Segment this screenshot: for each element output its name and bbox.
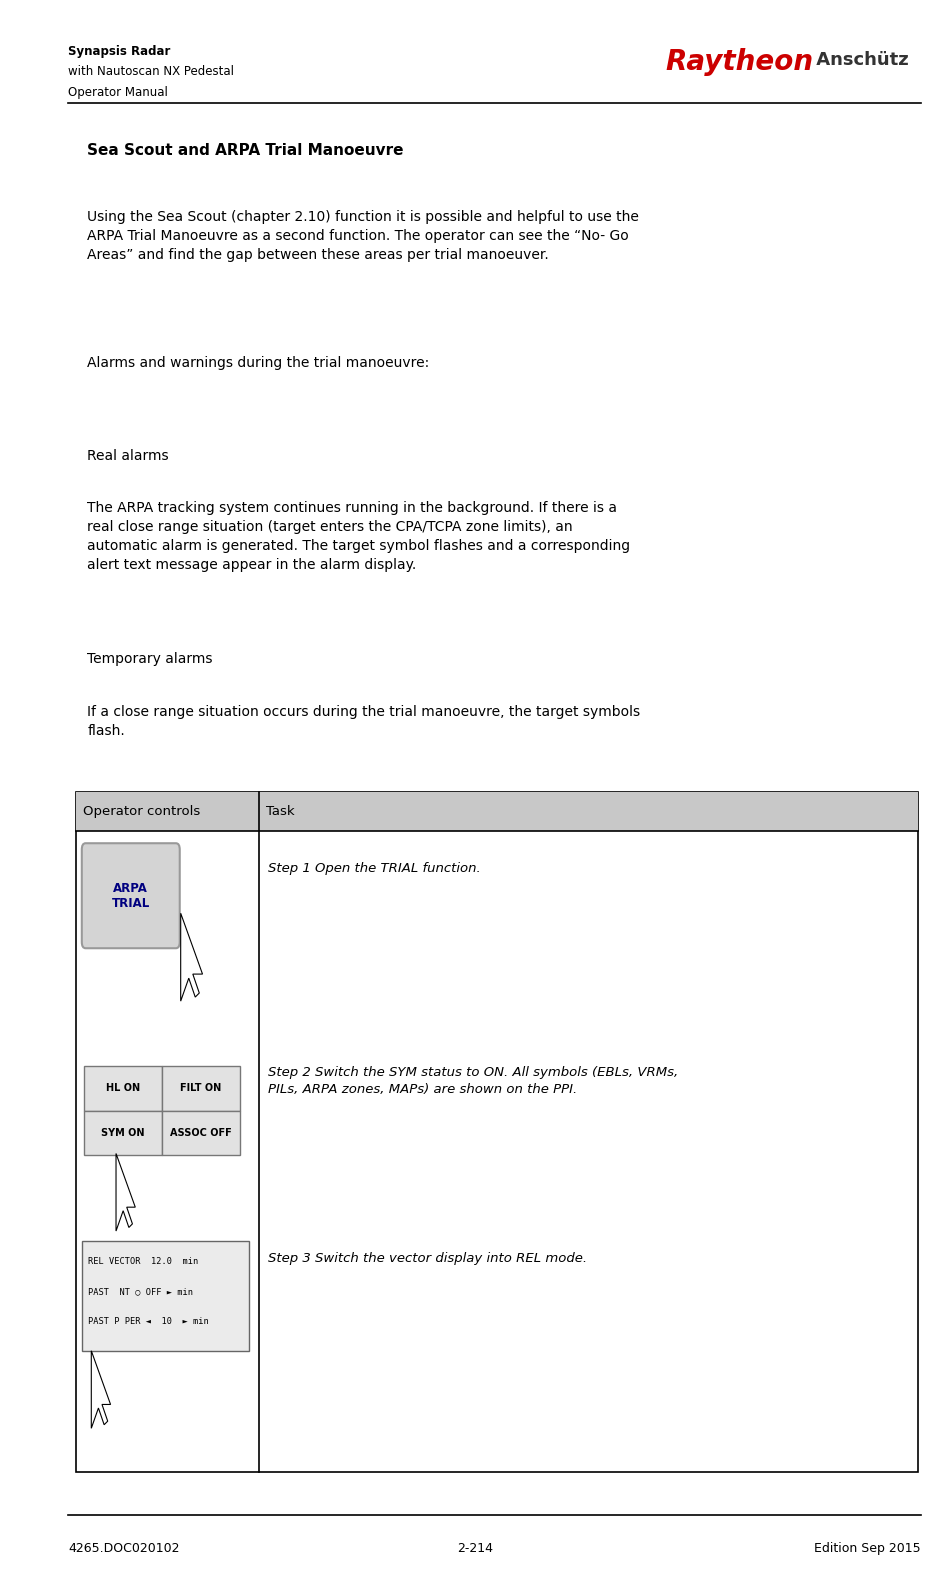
FancyBboxPatch shape bbox=[76, 792, 918, 831]
Text: Sea Scout and ARPA Trial Manoeuvre: Sea Scout and ARPA Trial Manoeuvre bbox=[87, 143, 404, 158]
Text: Alarms and warnings during the trial manoeuvre:: Alarms and warnings during the trial man… bbox=[87, 356, 430, 371]
Text: 2-214: 2-214 bbox=[457, 1542, 494, 1554]
FancyBboxPatch shape bbox=[76, 792, 918, 1472]
Text: Step 2 Switch the SYM status to ON. All symbols (EBLs, VRMs,
PILs, ARPA zones, M: Step 2 Switch the SYM status to ON. All … bbox=[268, 1066, 678, 1096]
Text: FILT ON: FILT ON bbox=[180, 1083, 222, 1093]
FancyBboxPatch shape bbox=[82, 1241, 249, 1351]
Polygon shape bbox=[91, 1351, 110, 1429]
Text: Using the Sea Scout (chapter 2.10) function it is possible and helpful to use th: Using the Sea Scout (chapter 2.10) funct… bbox=[87, 210, 639, 263]
Text: Task: Task bbox=[266, 805, 295, 818]
Text: If a close range situation occurs during the trial manoeuvre, the target symbols: If a close range situation occurs during… bbox=[87, 705, 641, 738]
Polygon shape bbox=[181, 913, 203, 1001]
Text: Temporary alarms: Temporary alarms bbox=[87, 652, 213, 667]
FancyBboxPatch shape bbox=[162, 1111, 240, 1155]
Text: PAST P PER ◄  10  ► min: PAST P PER ◄ 10 ► min bbox=[88, 1317, 209, 1327]
FancyBboxPatch shape bbox=[84, 1066, 162, 1111]
Text: REL VECTOR  12.0  min: REL VECTOR 12.0 min bbox=[88, 1257, 199, 1266]
Text: Synapsis Radar: Synapsis Radar bbox=[68, 45, 171, 57]
FancyBboxPatch shape bbox=[162, 1066, 240, 1111]
Text: SYM ON: SYM ON bbox=[101, 1128, 145, 1138]
Text: HL ON: HL ON bbox=[106, 1083, 140, 1093]
Text: Step 3 Switch the vector display into REL mode.: Step 3 Switch the vector display into RE… bbox=[268, 1252, 588, 1265]
Text: Operator controls: Operator controls bbox=[83, 805, 200, 818]
Text: Raytheon: Raytheon bbox=[666, 48, 814, 76]
Text: ARPA
TRIAL: ARPA TRIAL bbox=[111, 881, 150, 910]
Text: Real alarms: Real alarms bbox=[87, 449, 169, 463]
Text: Anschütz: Anschütz bbox=[810, 51, 909, 68]
Text: The ARPA tracking system continues running in the background. If there is a
real: The ARPA tracking system continues runni… bbox=[87, 501, 631, 573]
Polygon shape bbox=[116, 1153, 135, 1231]
Text: 4265.DOC020102: 4265.DOC020102 bbox=[68, 1542, 180, 1554]
Text: ASSOC OFF: ASSOC OFF bbox=[170, 1128, 231, 1138]
FancyBboxPatch shape bbox=[82, 843, 180, 948]
Text: with Nautoscan NX Pedestal: with Nautoscan NX Pedestal bbox=[68, 65, 235, 78]
Text: Operator Manual: Operator Manual bbox=[68, 86, 168, 99]
Text: Edition Sep 2015: Edition Sep 2015 bbox=[814, 1542, 921, 1554]
FancyBboxPatch shape bbox=[84, 1111, 162, 1155]
Text: PAST  NT ○ OFF ► min: PAST NT ○ OFF ► min bbox=[88, 1287, 193, 1297]
Text: Step 1 Open the TRIAL function.: Step 1 Open the TRIAL function. bbox=[268, 862, 481, 875]
